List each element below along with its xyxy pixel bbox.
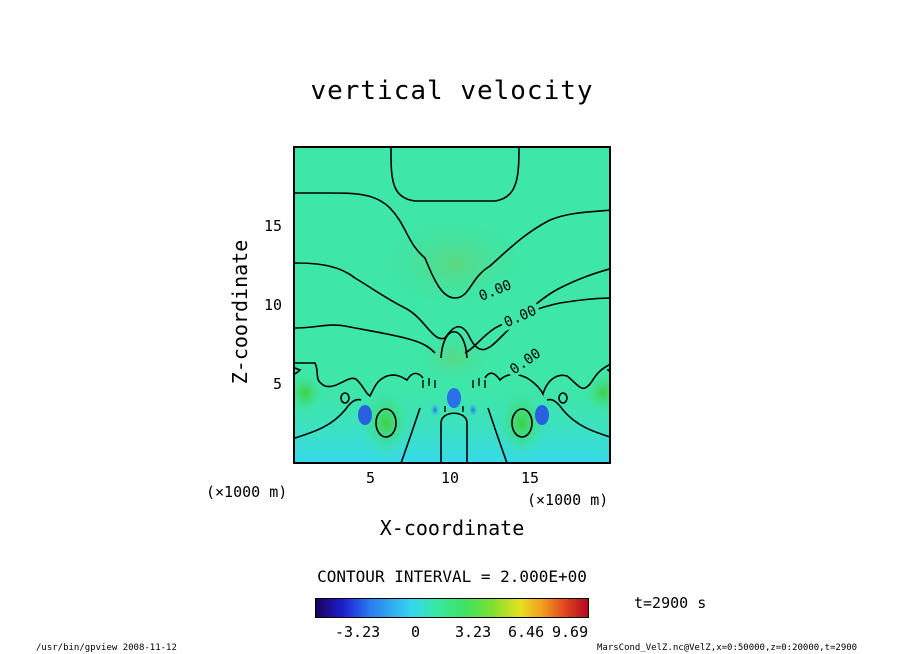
contour-center-column — [440, 412, 468, 462]
colorbar-tick-3: 3.23 — [455, 623, 492, 641]
footer-left: /usr/bin/gpview 2008-11-12 — [36, 643, 177, 653]
contour-lines — [295, 148, 609, 462]
updraft-edge-right — [583, 371, 609, 415]
downdraft-right — [535, 405, 549, 425]
contour-edge-right — [606, 368, 609, 372]
x-tick-10: 10 — [441, 469, 460, 487]
colorbar-tick-4: 6.46 — [508, 623, 545, 641]
downdraft-small-1 — [430, 403, 440, 417]
footer-right: MarsCond_VelZ.nc@VelZ,x=0:50000,z=0:2000… — [597, 643, 858, 653]
contour-updraft-left — [375, 408, 397, 438]
contour-updraft-right — [511, 408, 533, 438]
contour-plot: 0.00 0.00 0.00 — [295, 148, 609, 462]
contour-middle — [295, 262, 609, 351]
x-axis-unit: (×1000 m) — [527, 491, 609, 509]
contour-lower-left — [295, 324, 436, 354]
contour-fragments — [422, 378, 486, 412]
contour-edge-left — [295, 367, 302, 375]
contour-bottom-left — [295, 398, 362, 439]
colorbar-tick-2: 0 — [411, 623, 421, 641]
contour-interval-label: CONTOUR INTERVAL = 2.000E+00 — [317, 567, 587, 586]
contour-inner-right — [487, 407, 508, 462]
field-mid-center — [414, 333, 494, 383]
contour-inner-left — [400, 407, 421, 462]
downdraft-center — [447, 388, 461, 408]
x-tick-5: 5 — [366, 469, 376, 487]
contour-near-left — [295, 362, 424, 398]
contour-top — [390, 148, 520, 202]
colorbar-tick-1: -3.23 — [335, 623, 381, 641]
colorbar-tick-5: 9.69 — [552, 623, 589, 641]
y-tick-5: 5 — [273, 375, 283, 393]
colorbar — [315, 598, 589, 618]
downdraft-small-2 — [468, 403, 478, 417]
y-tick-15: 15 — [264, 217, 283, 235]
contour-upper — [295, 192, 609, 299]
plot-area: 0.00 0.00 0.00 — [293, 146, 611, 464]
updraft-right — [496, 387, 548, 459]
contour-small-right — [558, 392, 568, 404]
downdraft-left — [358, 405, 372, 425]
contour-label-bg-1 — [473, 275, 517, 305]
contour-small-left — [340, 392, 350, 404]
contour-bottom-right — [546, 398, 609, 438]
y-tick-10: 10 — [264, 296, 283, 314]
x-axis-label: X-coordinate — [379, 516, 525, 540]
contour-label-bg-2 — [498, 300, 542, 332]
y-axis-unit: (×1000 m) — [206, 483, 288, 501]
contour-center-cap — [440, 330, 468, 359]
y-axis-label: Z-coordinate — [228, 239, 252, 385]
time-label: t=2900 s — [634, 594, 707, 612]
x-tick-15: 15 — [521, 469, 540, 487]
contour-near-right — [484, 364, 609, 397]
updraft-edge-left — [295, 371, 325, 415]
updraft-left — [360, 387, 412, 459]
field-lower-region — [295, 373, 609, 462]
contour-label-bg-3 — [504, 342, 546, 380]
chart-title: vertical velocity — [310, 76, 594, 106]
